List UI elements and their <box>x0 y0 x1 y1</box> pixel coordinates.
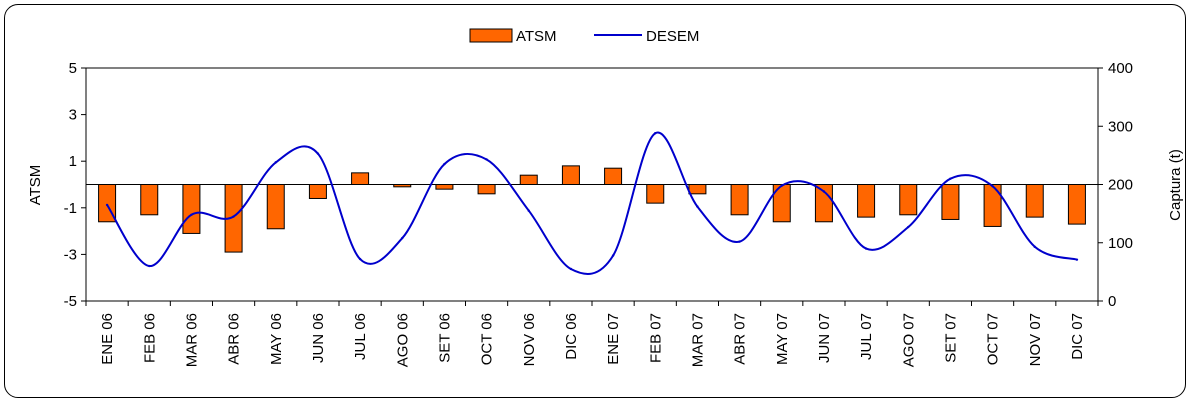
x-category-label: MAY 06 <box>268 313 285 365</box>
x-category-label: JUN 07 <box>816 313 833 363</box>
bar-atsm <box>140 184 159 216</box>
bar-atsm <box>477 184 496 195</box>
x-category-label: OCT 06 <box>479 313 496 365</box>
point-desem <box>148 264 151 268</box>
y-axis-right-title: Captura (t) <box>1167 149 1184 221</box>
point-desem <box>654 132 657 135</box>
bar-atsm <box>1025 184 1044 218</box>
bar-atsm <box>857 184 876 218</box>
y-left-tick-label: 5 <box>69 60 77 77</box>
plot-area: 5 3 1 -1 -3 -5 400 300 200 100 0 ENE 06 FEB 06 MAR 06… <box>64 60 1133 367</box>
y-right-tick-label: 400 <box>1108 60 1133 77</box>
x-category-label: DIC 06 <box>563 313 580 360</box>
point-desem <box>105 203 109 207</box>
y-left-tick-label: -3 <box>64 246 77 263</box>
point-desem <box>738 240 741 243</box>
x-category-label: OCT 07 <box>985 313 1002 365</box>
y-right-tick-label: 200 <box>1108 177 1133 194</box>
x-category-label: ENE 07 <box>605 313 622 365</box>
y-right-tick-label: 0 <box>1108 293 1116 310</box>
point-desem <box>190 213 193 216</box>
point-desem <box>569 267 573 271</box>
bar-atsm <box>435 184 454 190</box>
x-category-label: DIC 07 <box>1069 313 1086 360</box>
x-category-label: FEB 07 <box>647 313 664 363</box>
point-desem <box>527 209 530 212</box>
x-category-label: MAR 07 <box>689 313 706 367</box>
y-right-tick-label: 100 <box>1108 235 1133 252</box>
point-desem <box>696 205 699 208</box>
bar-atsm <box>182 184 201 234</box>
x-category-label: ABR 07 <box>732 313 749 365</box>
y-left-tick-label: -1 <box>64 200 77 217</box>
point-desem <box>401 236 404 240</box>
y-left-tick-label: -5 <box>64 293 77 310</box>
x-category-label: MAR 06 <box>183 313 200 367</box>
x-category-label: JUL 06 <box>352 313 369 360</box>
legend-swatch-atsm <box>469 28 513 43</box>
bar-atsm <box>899 184 918 216</box>
x-category-label: JUL 07 <box>858 313 875 360</box>
legend-label-desem: DESEM <box>646 28 699 45</box>
x-category-label: SET 06 <box>436 313 453 363</box>
y-axis-left-title: ATSM <box>27 165 44 206</box>
x-category-label: AGO 07 <box>900 313 917 367</box>
x-category-label: ENE 06 <box>99 313 116 365</box>
x-category-label: FEB 06 <box>141 313 158 363</box>
bar-atsm <box>519 174 538 185</box>
bar-atsm <box>730 184 749 216</box>
x-category-label: JUN 06 <box>310 313 327 363</box>
point-desem <box>358 257 362 261</box>
point-desem <box>485 158 488 161</box>
point-desem <box>443 162 446 166</box>
point-desem <box>316 152 320 155</box>
y-left-tick-label: 1 <box>69 153 77 170</box>
point-desem <box>822 190 826 193</box>
point-desem <box>611 254 615 257</box>
point-desem <box>1033 245 1036 249</box>
bar-atsm <box>941 184 960 220</box>
point-desem <box>949 177 952 180</box>
point-desem <box>780 184 783 187</box>
point-desem <box>991 185 994 188</box>
bar-atsm <box>1067 184 1086 225</box>
legend-label-atsm: ATSM <box>516 28 557 45</box>
bar-atsm <box>561 165 580 185</box>
bar-atsm <box>308 184 327 199</box>
line-desem <box>106 131 1078 275</box>
point-desem <box>274 161 277 164</box>
x-category-label: AGO 06 <box>394 313 411 367</box>
bar-atsm <box>604 167 623 186</box>
bar-atsm <box>814 184 833 223</box>
x-category-label: ABR 06 <box>226 313 243 365</box>
x-category-label: SET 07 <box>942 313 959 363</box>
point-desem <box>907 225 910 229</box>
point-desem <box>1075 258 1079 261</box>
y-left-tick-label: 3 <box>69 107 77 124</box>
x-category-label: MAY 07 <box>774 313 791 365</box>
bar-atsm <box>688 184 707 195</box>
bar-atsm <box>266 184 285 230</box>
point-desem <box>864 247 868 250</box>
bar-atsm <box>983 184 1002 227</box>
x-category-label: NOV 07 <box>1027 313 1044 366</box>
point-desem <box>232 215 235 218</box>
legend: ATSM DESEM <box>469 28 699 45</box>
bar-atsm <box>351 172 370 186</box>
x-category-label: NOV 06 <box>521 313 538 366</box>
y-right-tick-label: 300 <box>1108 118 1133 135</box>
bar-atsm <box>646 184 665 204</box>
